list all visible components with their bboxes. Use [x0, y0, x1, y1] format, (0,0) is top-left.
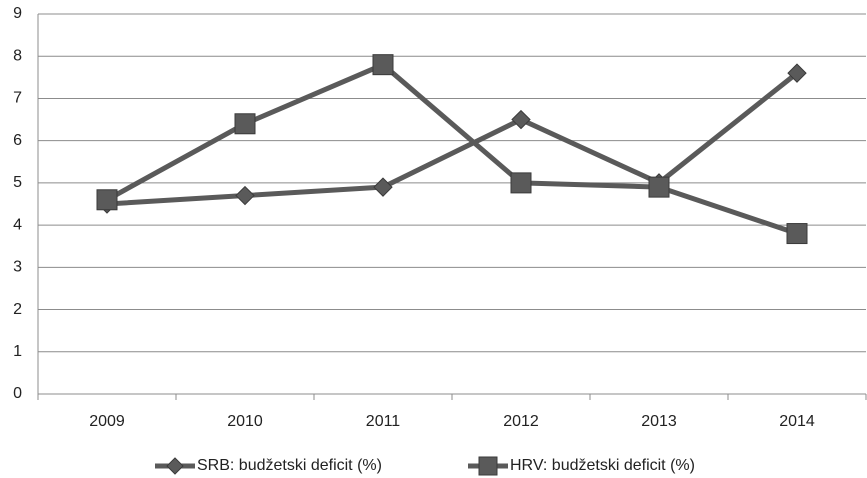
y-tick-label: 9: [13, 5, 22, 22]
marker: [510, 172, 532, 194]
y-tick-label: 7: [13, 90, 22, 107]
y-tick-label: 6: [13, 132, 22, 149]
y-tick-label: 1: [13, 343, 22, 360]
y-tick-label: 2: [13, 301, 22, 318]
legend-label: HRV: budžetski deficit (%): [510, 457, 695, 474]
series-line: [106, 71, 799, 207]
marker: [166, 457, 184, 475]
x-tick-label: 2013: [641, 413, 677, 430]
y-tick-label: 4: [13, 216, 22, 233]
legend-label: SRB: budžetski deficit (%): [197, 457, 382, 474]
y-tick-label: 5: [13, 174, 22, 191]
x-tick-label: 2011: [366, 413, 401, 430]
marker: [478, 456, 498, 476]
marker: [372, 54, 394, 76]
marker: [235, 185, 255, 206]
marker: [786, 223, 808, 245]
x-tick-label: 2009: [89, 413, 125, 430]
y-tick-label: 3: [13, 259, 22, 276]
marker: [787, 63, 807, 83]
x-tick-label: 2010: [227, 413, 263, 430]
marker: [511, 109, 531, 130]
marker: [648, 176, 670, 198]
marker: [234, 113, 256, 135]
y-tick-label: 8: [13, 47, 22, 64]
x-tick-label: 2012: [503, 413, 539, 430]
marker: [373, 177, 393, 197]
series-line: [105, 62, 798, 236]
marker: [96, 189, 118, 211]
y-tick-label: 0: [13, 385, 22, 402]
x-tick-label: 2014: [779, 413, 815, 430]
